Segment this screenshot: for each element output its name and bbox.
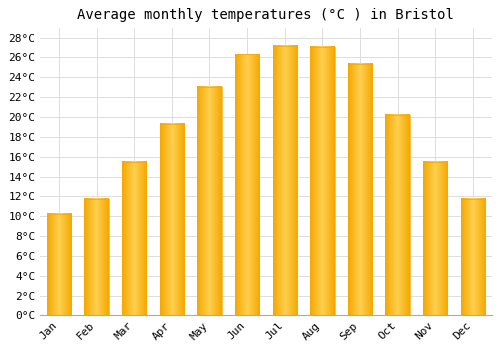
Bar: [423, 162, 448, 315]
Bar: [310, 47, 334, 315]
Title: Average monthly temperatures (°C ) in Bristol: Average monthly temperatures (°C ) in Br…: [78, 8, 454, 22]
Bar: [198, 87, 222, 315]
Bar: [386, 115, 410, 315]
Bar: [160, 124, 184, 315]
Bar: [235, 55, 260, 315]
Bar: [122, 162, 146, 315]
Bar: [47, 214, 71, 315]
Bar: [348, 64, 372, 315]
Bar: [84, 199, 109, 315]
Bar: [460, 199, 485, 315]
Bar: [272, 46, 297, 315]
